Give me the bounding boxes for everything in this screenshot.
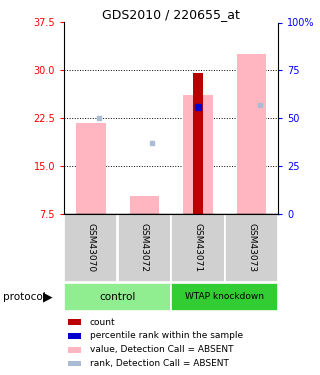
Text: control: control xyxy=(100,292,136,302)
Bar xyxy=(76,123,106,214)
Bar xyxy=(64,282,171,311)
Bar xyxy=(64,214,117,282)
Text: GSM43072: GSM43072 xyxy=(140,224,149,272)
Bar xyxy=(225,214,278,282)
Text: GSM43071: GSM43071 xyxy=(194,224,203,273)
Text: WTAP knockdown: WTAP knockdown xyxy=(185,292,264,302)
Bar xyxy=(118,214,171,282)
Bar xyxy=(68,320,81,326)
Bar xyxy=(68,333,81,339)
Text: rank, Detection Call = ABSENT: rank, Detection Call = ABSENT xyxy=(90,359,228,368)
Bar xyxy=(237,54,266,214)
Text: percentile rank within the sample: percentile rank within the sample xyxy=(90,331,243,340)
Text: count: count xyxy=(90,318,115,327)
Bar xyxy=(68,347,81,353)
Text: protocol: protocol xyxy=(3,292,46,302)
Text: ▶: ▶ xyxy=(43,290,53,303)
Text: GSM43073: GSM43073 xyxy=(247,224,256,273)
Title: GDS2010 / 220655_at: GDS2010 / 220655_at xyxy=(102,8,240,21)
Bar xyxy=(172,282,278,311)
Bar xyxy=(193,73,203,214)
Bar xyxy=(183,94,213,214)
Text: value, Detection Call = ABSENT: value, Detection Call = ABSENT xyxy=(90,345,233,354)
Bar xyxy=(172,214,225,282)
Bar xyxy=(68,360,81,366)
Text: GSM43070: GSM43070 xyxy=(86,224,95,273)
Bar xyxy=(130,196,159,214)
